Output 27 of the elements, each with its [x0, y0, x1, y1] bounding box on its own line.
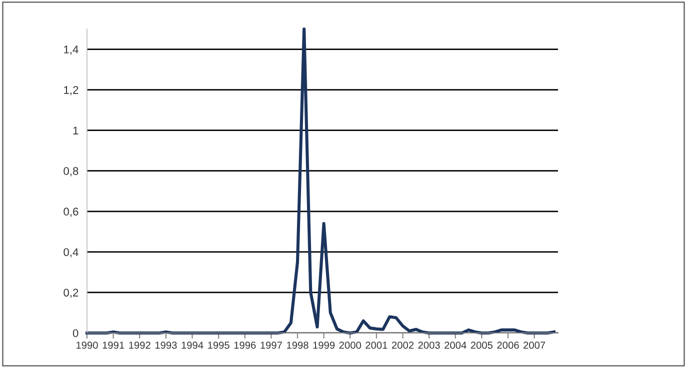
y-tick-label: 0,6 — [64, 208, 78, 217]
x-tick-label: 1994 — [182, 342, 204, 349]
x-tick-label: 2006 — [497, 342, 519, 349]
x-tick-label: 2000 — [339, 342, 362, 349]
x-tick-label: 1995 — [208, 342, 230, 349]
x-tick-label: 1997 — [260, 342, 282, 349]
x-tick-label: 2007 — [524, 342, 546, 349]
x-tick-label: 2001 — [366, 342, 388, 349]
x-tick-label: 1992 — [129, 342, 150, 349]
x-tick-label: 1991 — [102, 342, 124, 349]
y-tick-label: 0,2 — [64, 288, 78, 298]
line-series — [85, 27, 556, 335]
y-tick-label: 0 — [72, 329, 78, 338]
x-tick-label: 2004 — [444, 342, 466, 349]
x-tick-label: 1996 — [234, 342, 256, 349]
y-tick-label: 1 — [73, 126, 78, 134]
x-tick-label: 1999 — [313, 342, 335, 349]
y-tick-label: 1,2 — [64, 86, 78, 96]
x-tick-label: 1998 — [287, 342, 308, 349]
y-tick-label: 0,8 — [64, 167, 78, 176]
x-tick-label: 1993 — [155, 342, 177, 349]
x-tick-label: 2002 — [392, 342, 414, 349]
y-tick-label: 0,4 — [64, 248, 78, 258]
x-tick-label: 2005 — [470, 342, 493, 349]
x-tick-label: 2003 — [418, 342, 440, 349]
y-tick-label: 1,4 — [64, 46, 78, 55]
x-tick-label: 1990 — [76, 342, 98, 349]
